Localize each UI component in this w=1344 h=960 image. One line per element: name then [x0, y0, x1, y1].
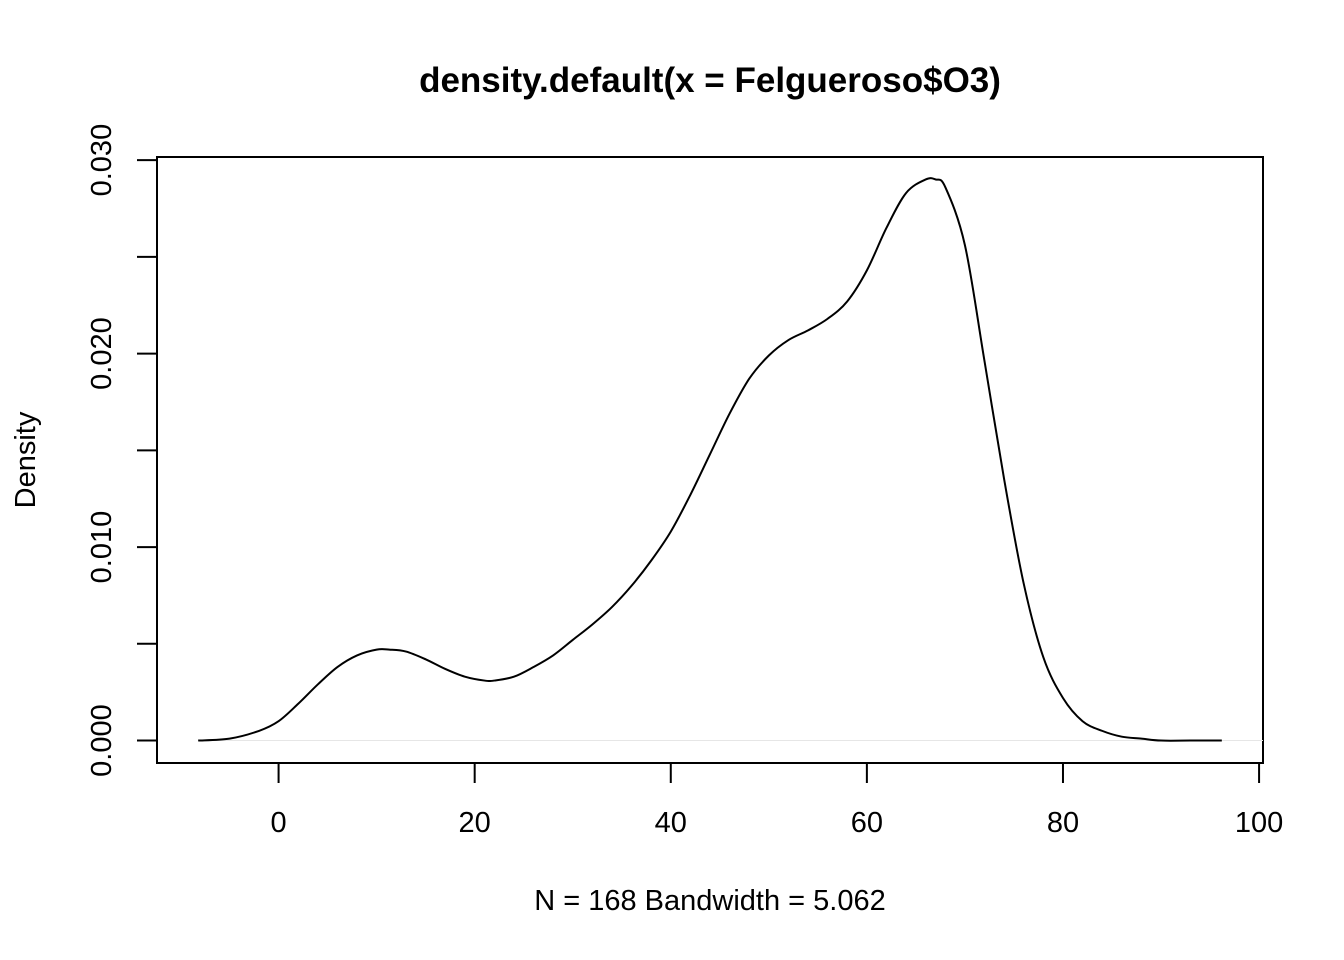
x-tick-label: 20 [459, 807, 491, 839]
chart-title: density.default(x = Felgueroso$O3) [419, 61, 1001, 100]
x-tick-label: 80 [1047, 807, 1079, 839]
y-tick-label: 0.010 [86, 511, 118, 584]
x-tick-label: 0 [271, 807, 287, 839]
x-axis-label: N = 168 Bandwidth = 5.062 [534, 885, 885, 917]
y-tick-label: 0.020 [86, 317, 118, 390]
y-axis-label: Density [10, 411, 42, 508]
y-tick-label: 0.030 [86, 124, 118, 197]
x-axis: 0 20 40 60 80 100 [271, 762, 1283, 839]
density-curve [198, 177, 1222, 742]
plot-frame [156, 156, 1264, 764]
y-axis: 0.000 0.010 0.020 0.030 [86, 124, 158, 777]
x-tick-label: 60 [851, 807, 883, 839]
x-tick-label: 100 [1235, 807, 1283, 839]
y-tick-label: 0.000 [86, 704, 118, 777]
x-tick-label: 40 [655, 807, 687, 839]
